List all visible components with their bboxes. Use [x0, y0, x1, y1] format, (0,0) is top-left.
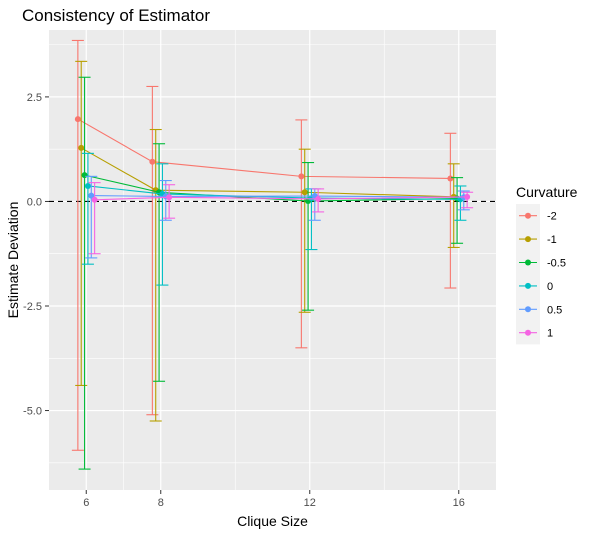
y-tick-label: 2.5 — [27, 92, 42, 104]
data-point — [74, 116, 81, 123]
legend-item-0.5: 0.5 — [519, 304, 562, 316]
legend-label: -0.5 — [547, 258, 566, 270]
y-tick-label: -5.0 — [23, 406, 42, 418]
legend-item-0: 0 — [519, 281, 553, 293]
legend-label: -2 — [547, 211, 557, 223]
data-point — [84, 182, 91, 189]
data-point — [166, 194, 173, 201]
legend-item--0.5: -0.5 — [519, 258, 566, 270]
legend-key-point — [525, 236, 531, 243]
legend-label: 0.5 — [547, 304, 562, 316]
data-point — [464, 193, 471, 200]
legend-key-point — [525, 306, 531, 313]
x-tick-label: 6 — [83, 497, 89, 509]
legend-label: -1 — [547, 234, 557, 246]
x-tick-label: 12 — [304, 497, 316, 509]
chart-title: Consistency of Estimator — [22, 6, 210, 25]
data-point — [301, 189, 308, 196]
legend-item--1: -1 — [519, 234, 557, 246]
y-axis-title: Estimate Deviation — [5, 202, 21, 319]
series--1 — [75, 60, 460, 422]
y-tick-label: -2.5 — [23, 301, 42, 313]
data-point — [447, 175, 454, 182]
y-tick-label: 0.0 — [27, 196, 42, 208]
axes: 6 8 12 16 -5.0 -2.5 0.0 2.5 — [23, 92, 465, 509]
series-line-1 — [94, 196, 468, 201]
data-point — [78, 144, 85, 151]
legend-key-point — [525, 329, 531, 336]
plot-panel — [49, 30, 496, 490]
data-point — [298, 173, 305, 180]
series-line--2 — [77, 118, 451, 180]
legend-title: Curvature — [516, 184, 578, 200]
data-point — [149, 158, 156, 165]
x-axis-title: Clique Size — [237, 513, 308, 529]
series-0.5 — [85, 175, 470, 259]
legend-label: 0 — [547, 281, 553, 293]
x-tick-label: 8 — [158, 497, 164, 509]
series--2 — [71, 39, 457, 451]
data-point — [91, 196, 98, 203]
data-point — [81, 172, 88, 179]
x-tick-label: 16 — [453, 497, 465, 509]
legend: Curvature -2 -1 -0.5 0 0.5 1 — [516, 184, 578, 345]
data-point — [88, 192, 95, 199]
series-line--1 — [80, 147, 454, 198]
legend-key-background — [516, 204, 540, 345]
panel-background — [49, 30, 496, 490]
legend-item--2: -2 — [519, 211, 557, 223]
legend-item-1: 1 — [519, 328, 553, 340]
data-point — [315, 195, 322, 202]
legend-label: 1 — [547, 328, 553, 340]
series-line-0.5 — [91, 195, 464, 198]
legend-key-point — [525, 259, 531, 266]
legend-key-point — [525, 212, 531, 219]
series-1 — [88, 182, 474, 255]
legend-key-point — [525, 282, 531, 289]
